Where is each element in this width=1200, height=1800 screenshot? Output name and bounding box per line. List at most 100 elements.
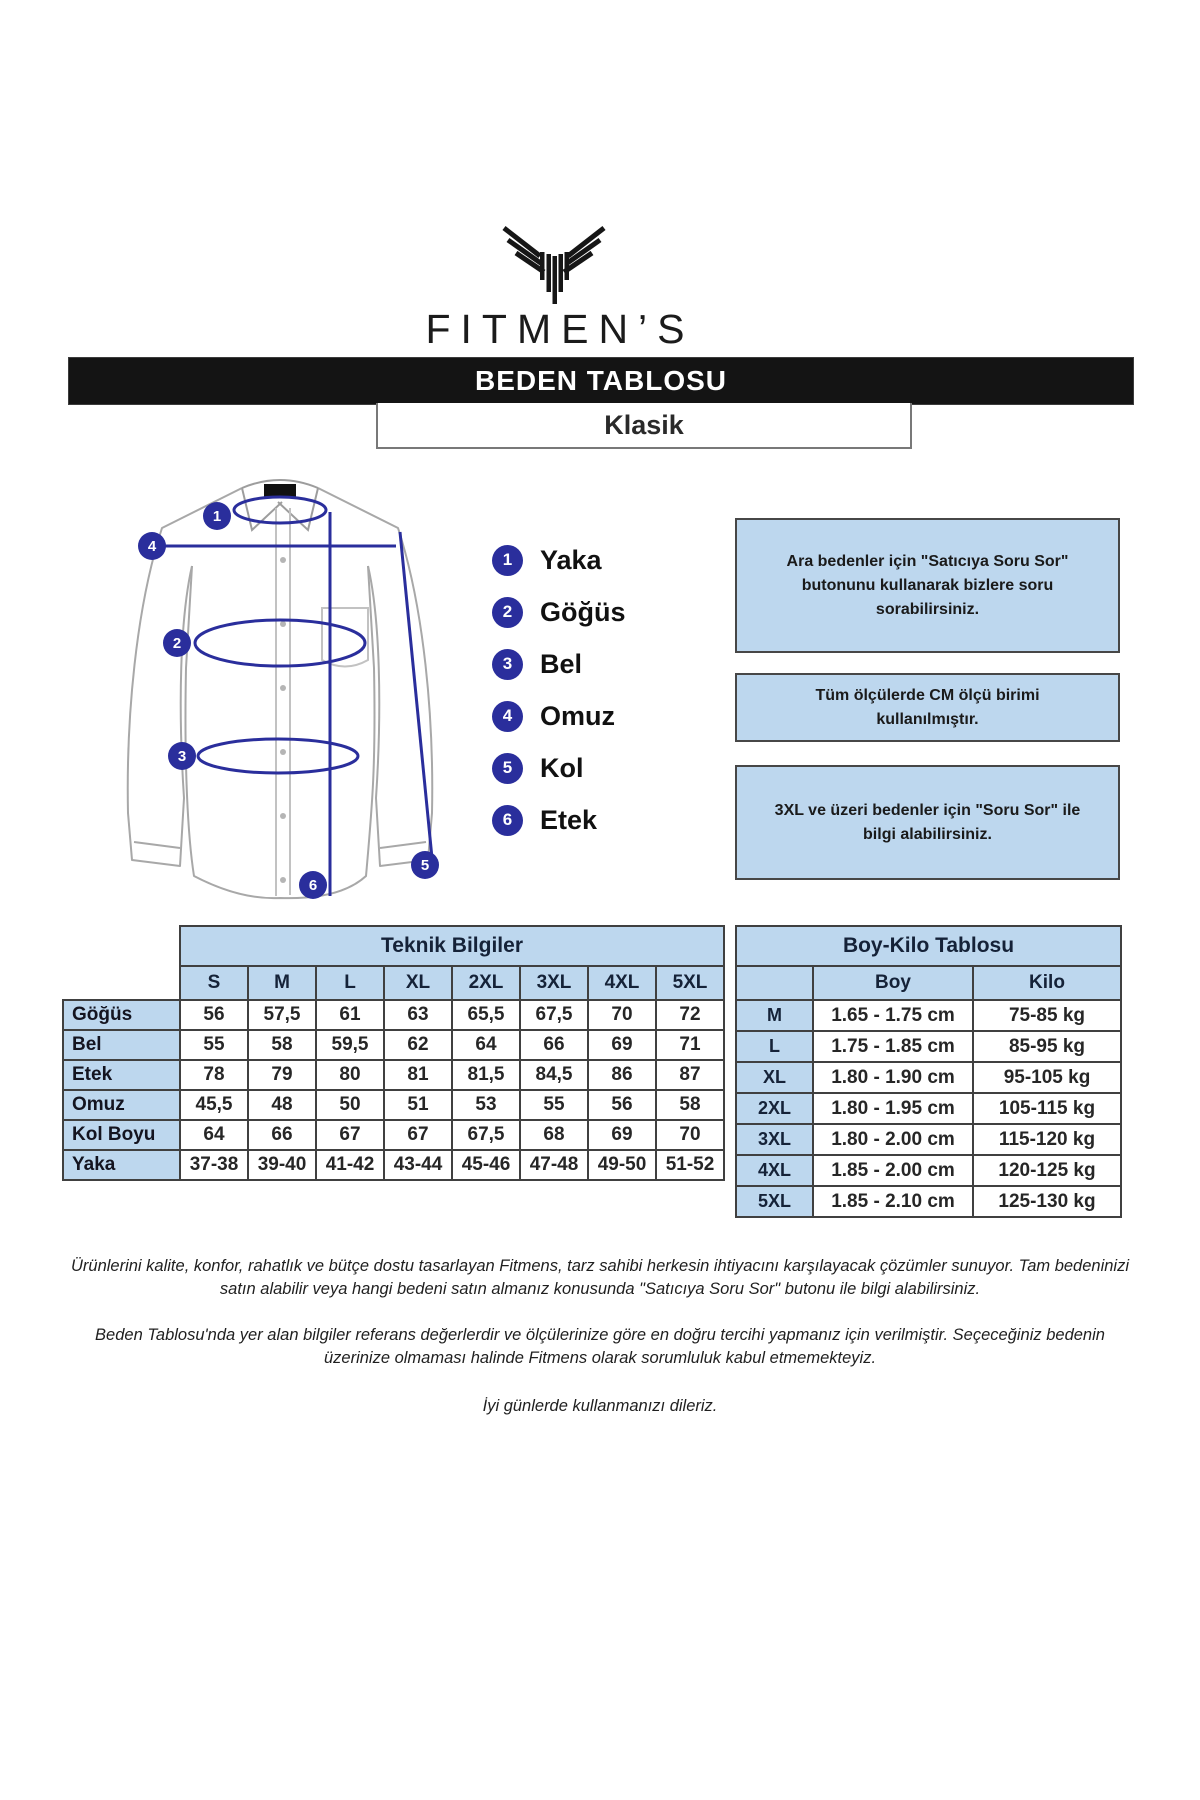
legend-label: Kol (540, 752, 584, 783)
table-row: Etek 78 79 80 81 81,5 84,5 86 87 (62, 1059, 725, 1091)
row-label: 5XL (735, 1185, 814, 1218)
size-header: 2XL (451, 965, 521, 1001)
row-label: Bel (62, 1029, 181, 1061)
legend-number-badge: 6 (492, 804, 523, 836)
legend-item-yaka: 1 Yaka (492, 544, 722, 576)
table-title: Teknik Bilgiler (179, 925, 725, 967)
table-cell: 1.80 - 1.95 cm (812, 1092, 974, 1125)
collar-band (264, 484, 296, 497)
table-row: XL 1.80 - 1.90 cm 95-105 kg (735, 1061, 1122, 1094)
legend-item-kol: 5 Kol (492, 752, 722, 784)
table-row: M 1.65 - 1.75 cm 75-85 kg (735, 999, 1122, 1032)
table-cell: 1.80 - 1.90 cm (812, 1061, 974, 1094)
brand-name: FITMEN’S (425, 306, 695, 352)
footer-paragraph-quality: Ürünlerini kalite, konfor, rahatlık ve b… (70, 1256, 1130, 1299)
table-cell: 69 (587, 1029, 657, 1061)
table-cell: 115-120 kg (972, 1123, 1122, 1156)
table-cell: 1.80 - 2.00 cm (812, 1123, 974, 1156)
table-cell: 79 (247, 1059, 317, 1091)
table-cell: 57,5 (247, 999, 317, 1031)
table-cell: 68 (519, 1119, 589, 1151)
table-cell: 45,5 (179, 1089, 249, 1121)
size-header: 5XL (655, 965, 725, 1001)
table-cell: 62 (383, 1029, 453, 1061)
table-cell: 70 (587, 999, 657, 1031)
table-cell: 39-40 (247, 1149, 317, 1181)
teknik-bilgiler-table: Teknik Bilgiler S M L XL 2XL 3XL 4XL 5XL… (62, 925, 725, 1181)
table-cell: 63 (383, 999, 453, 1031)
table-cell: 81 (383, 1059, 453, 1091)
table-row: 3XL 1.80 - 2.00 cm 115-120 kg (735, 1123, 1122, 1156)
table-cell: 67,5 (519, 999, 589, 1031)
shirt-buttons (280, 557, 286, 883)
row-label: 3XL (735, 1123, 814, 1156)
table-row: Göğüs 56 57,5 61 63 65,5 67,5 70 72 (62, 999, 725, 1031)
table-cell: 59,5 (315, 1029, 385, 1061)
table-cell: 50 (315, 1089, 385, 1121)
table-cell: 67,5 (451, 1119, 521, 1151)
table-row: L 1.75 - 1.85 cm 85-95 kg (735, 1030, 1122, 1063)
table-cell: 45-46 (451, 1149, 521, 1181)
table-cell: 80 (315, 1059, 385, 1091)
measurement-lines (158, 495, 434, 896)
table-cell: 58 (655, 1089, 725, 1121)
legend-label: Göğüs (540, 596, 626, 627)
info-box-ara-bedenler: Ara bedenler için "Satıcıya Soru Sor" bu… (735, 518, 1120, 653)
table-cell: 51 (383, 1089, 453, 1121)
legend-label: Etek (540, 804, 598, 835)
marker-5: 5 (421, 857, 429, 874)
size-header: L (315, 965, 385, 1001)
marker-6: 6 (309, 877, 317, 894)
table-cell: 69 (587, 1119, 657, 1151)
table-cell: 120-125 kg (972, 1154, 1122, 1187)
table-cell: 85-95 kg (972, 1030, 1122, 1063)
size-header: XL (383, 965, 453, 1001)
table-cell: 87 (655, 1059, 725, 1091)
legend-number-badge: 2 (492, 596, 523, 628)
table-cell: 43-44 (383, 1149, 453, 1181)
row-label: Etek (62, 1059, 181, 1091)
table-cell: 72 (655, 999, 725, 1031)
shirt-placket (275, 508, 369, 896)
measurement-legend: 1 Yaka 2 Göğüs 3 Bel 4 Omuz 5 Kol 6 Etek (492, 544, 722, 856)
table-row: Yaka 37-38 39-40 41-42 43-44 45-46 47-48… (62, 1149, 725, 1181)
table-cell: 37-38 (179, 1149, 249, 1181)
marker-1: 1 (213, 508, 221, 525)
table-cell: 86 (587, 1059, 657, 1091)
shirt-outline (126, 487, 434, 900)
footer-paragraph-wish: İyi günlerde kullanmanızı dileriz. (482, 1396, 718, 1415)
table-cell: 66 (247, 1119, 317, 1151)
legend-item-gogus: 2 Göğüs (492, 596, 722, 628)
table-cell: 95-105 kg (972, 1061, 1122, 1094)
table-cell: 105-115 kg (972, 1092, 1122, 1125)
table-cell: 70 (655, 1119, 725, 1151)
blank-header-cell (735, 965, 814, 1001)
table-cell: 53 (451, 1089, 521, 1121)
row-label: 4XL (735, 1154, 814, 1187)
boy-kilo-table: Boy-Kilo Tablosu Boy Kilo M 1.65 - 1.75 … (735, 925, 1122, 1218)
table-cell: 47-48 (519, 1149, 589, 1181)
table-cell: 55 (179, 1029, 249, 1061)
table-cell: 78 (179, 1059, 249, 1091)
table-cell: 67 (315, 1119, 385, 1151)
table-cell: 125-130 kg (972, 1185, 1122, 1218)
legend-item-omuz: 4 Omuz (492, 700, 722, 732)
subtitle-box: Klasik (376, 403, 912, 449)
blank-cell (63, 966, 180, 1000)
subtitle-label: Klasik (604, 409, 684, 440)
table-cell: 55 (519, 1089, 589, 1121)
table-cell: 58 (247, 1029, 317, 1061)
size-header: 4XL (587, 965, 657, 1001)
row-label: M (735, 999, 814, 1032)
legend-label: Yaka (540, 544, 602, 575)
banner: BEDEN TABLOSU (68, 357, 1134, 405)
marker-2: 2 (173, 635, 181, 652)
table-cell: 64 (451, 1029, 521, 1061)
size-header: M (247, 965, 317, 1001)
legend-number-badge: 1 (492, 544, 523, 576)
legend-number-badge: 3 (492, 648, 523, 680)
table-cell: 66 (519, 1029, 589, 1061)
legend-item-bel: 3 Bel (492, 648, 722, 680)
table-cell: 41-42 (315, 1149, 385, 1181)
